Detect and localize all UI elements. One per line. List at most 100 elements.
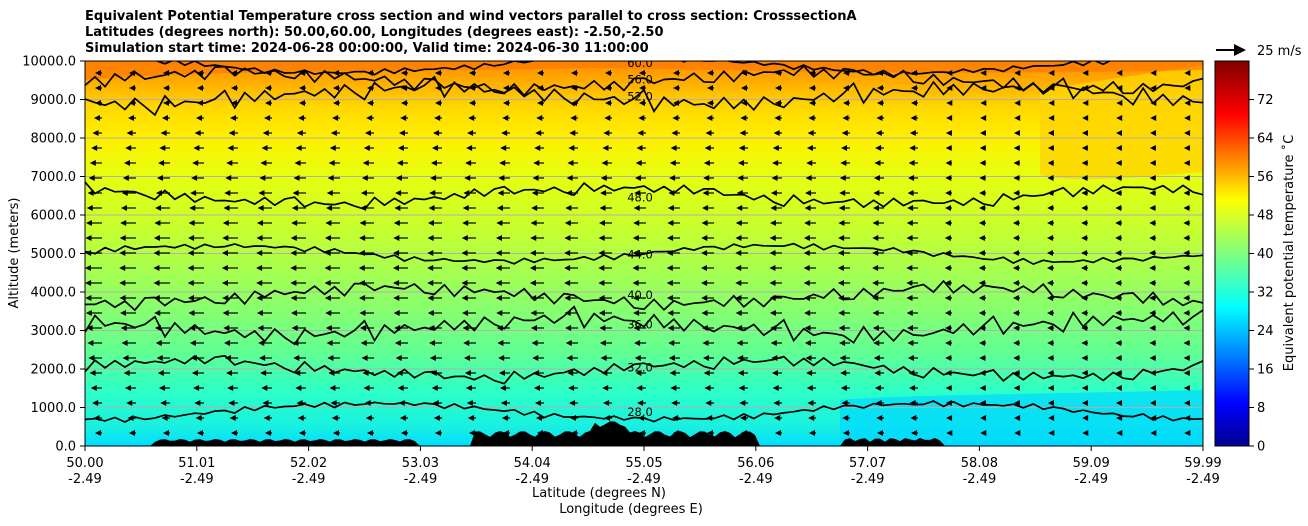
wind-vector-head [533,160,540,166]
wind-vector-head [876,115,883,121]
wind-vector-head [430,160,437,166]
contour-label: 40.0 [627,288,653,302]
wind-vector-head [367,100,373,106]
wind-vector-head [735,295,742,301]
contour-label: 56.0 [627,72,653,86]
wind-vector-head [805,355,812,361]
wind-vector-head [944,220,951,226]
wind-vector-head [1149,235,1156,241]
wind-vector-head [261,145,268,151]
wind-vector-head [1183,250,1190,256]
wind-vector-head [874,385,881,391]
wind-vector-head [86,220,93,226]
wind-vector-head [604,115,611,121]
colorbar-tick-label: 32 [1257,286,1274,301]
wind-vector-head [633,325,640,331]
wind-vector-head [667,220,674,226]
wind-vector-head [667,205,674,211]
wind-vector-head [1048,100,1055,106]
wind-vector-head [1081,265,1088,271]
x-tick-label-lat: 56.06 [737,456,774,471]
wind-vector-head [120,325,127,331]
wind-vector-head [944,310,951,316]
wind-vector-head [331,415,338,421]
wind-vector-head [701,295,708,301]
wind-vector-head [1115,220,1122,226]
wind-vector-head [872,325,879,331]
wind-vector-head [1115,310,1122,316]
wind-vector-head [120,205,127,211]
y-tick-label: 5000.0 [31,247,77,262]
wind-vector-head [495,250,502,256]
wind-vector-head [328,160,335,166]
wind-vector-head [669,160,676,166]
wind-vector-head [809,100,815,106]
wind-vector-head [1013,145,1020,151]
colorbar-label: Equivalent potential temperature ˚C [1281,135,1297,371]
wind-vector-head [497,340,504,346]
wind-vector-head [531,205,538,211]
wind-vector-head [1047,385,1054,391]
wind-vector-head [602,385,609,391]
wind-vector-head [463,340,470,346]
wind-vector-head [324,265,331,271]
wind-vector-head [807,400,814,406]
wind-vector-head [1048,415,1055,421]
plot-area: 28.0 32.0 36.0 40.0 44.0 48.0 52.0 56.0 60.0 [85,61,1203,446]
wind-vector-head [944,280,951,286]
wind-vector-head [157,370,164,376]
wind-vector-head [945,175,952,181]
wind-vector-head [980,70,987,76]
wind-vector-head [668,355,675,361]
wind-vector-head [771,175,778,181]
wind-vector-head [158,385,165,391]
wind-vector-head [770,190,777,196]
wind-vector-head [564,280,571,286]
wind-vector-head [907,190,914,196]
wind-vector-head [838,220,845,226]
wind-vector-head [944,265,951,271]
wind-vector-head [362,160,369,166]
wind-vector-head [1115,280,1122,286]
colorbar-ticks: 0 8 16 24 32 40 48 56 64 72 [1249,93,1274,455]
wind-vector-head [1115,160,1122,166]
wind-vector-head [599,220,606,226]
wind-vector-head [258,340,265,346]
wind-vector-head [737,355,744,361]
wind-vector-head [564,250,571,256]
title-line-3: Simulation start time: 2024-06-28 00:00:… [85,41,649,56]
wind-vector-head [1149,325,1156,331]
wind-vector-head [632,235,639,241]
wind-vector-head [119,280,126,286]
wind-vector-head [502,115,509,121]
wind-vector-head [636,385,643,391]
wind-vector-head [598,265,605,271]
wind-vector-head [564,265,571,271]
wind-vector-head [529,280,536,286]
wind-vector-head [469,70,475,76]
colorbar [1214,60,1250,447]
wind-vector-head [399,130,406,136]
wind-vector-head [1013,160,1020,166]
wind-vector-head [769,280,776,286]
wind-vector-head [397,385,404,391]
wind-vector-head [565,340,572,346]
wind-vector-head [1081,190,1088,196]
wind-vector-head [262,400,269,406]
contour-line [85,242,1203,266]
wind-vector-head [571,430,577,436]
wind-vector-head [978,310,985,316]
wind-vector-head [329,385,336,391]
wind-vector-head [735,280,742,286]
wind-vector-head [257,205,264,211]
chart-title: Equivalent Potential Temperature cross s… [85,9,857,57]
wind-vector-head [1013,130,1020,136]
wind-vector-head [564,295,571,301]
wind-vector-head [1081,370,1088,376]
wind-vector-head [291,310,298,316]
wind-vector-head [601,160,608,166]
wind-vector-head [359,310,366,316]
wind-vector-head [129,100,135,106]
wind-vector-head [772,145,779,151]
wind-vector-head [702,190,709,196]
